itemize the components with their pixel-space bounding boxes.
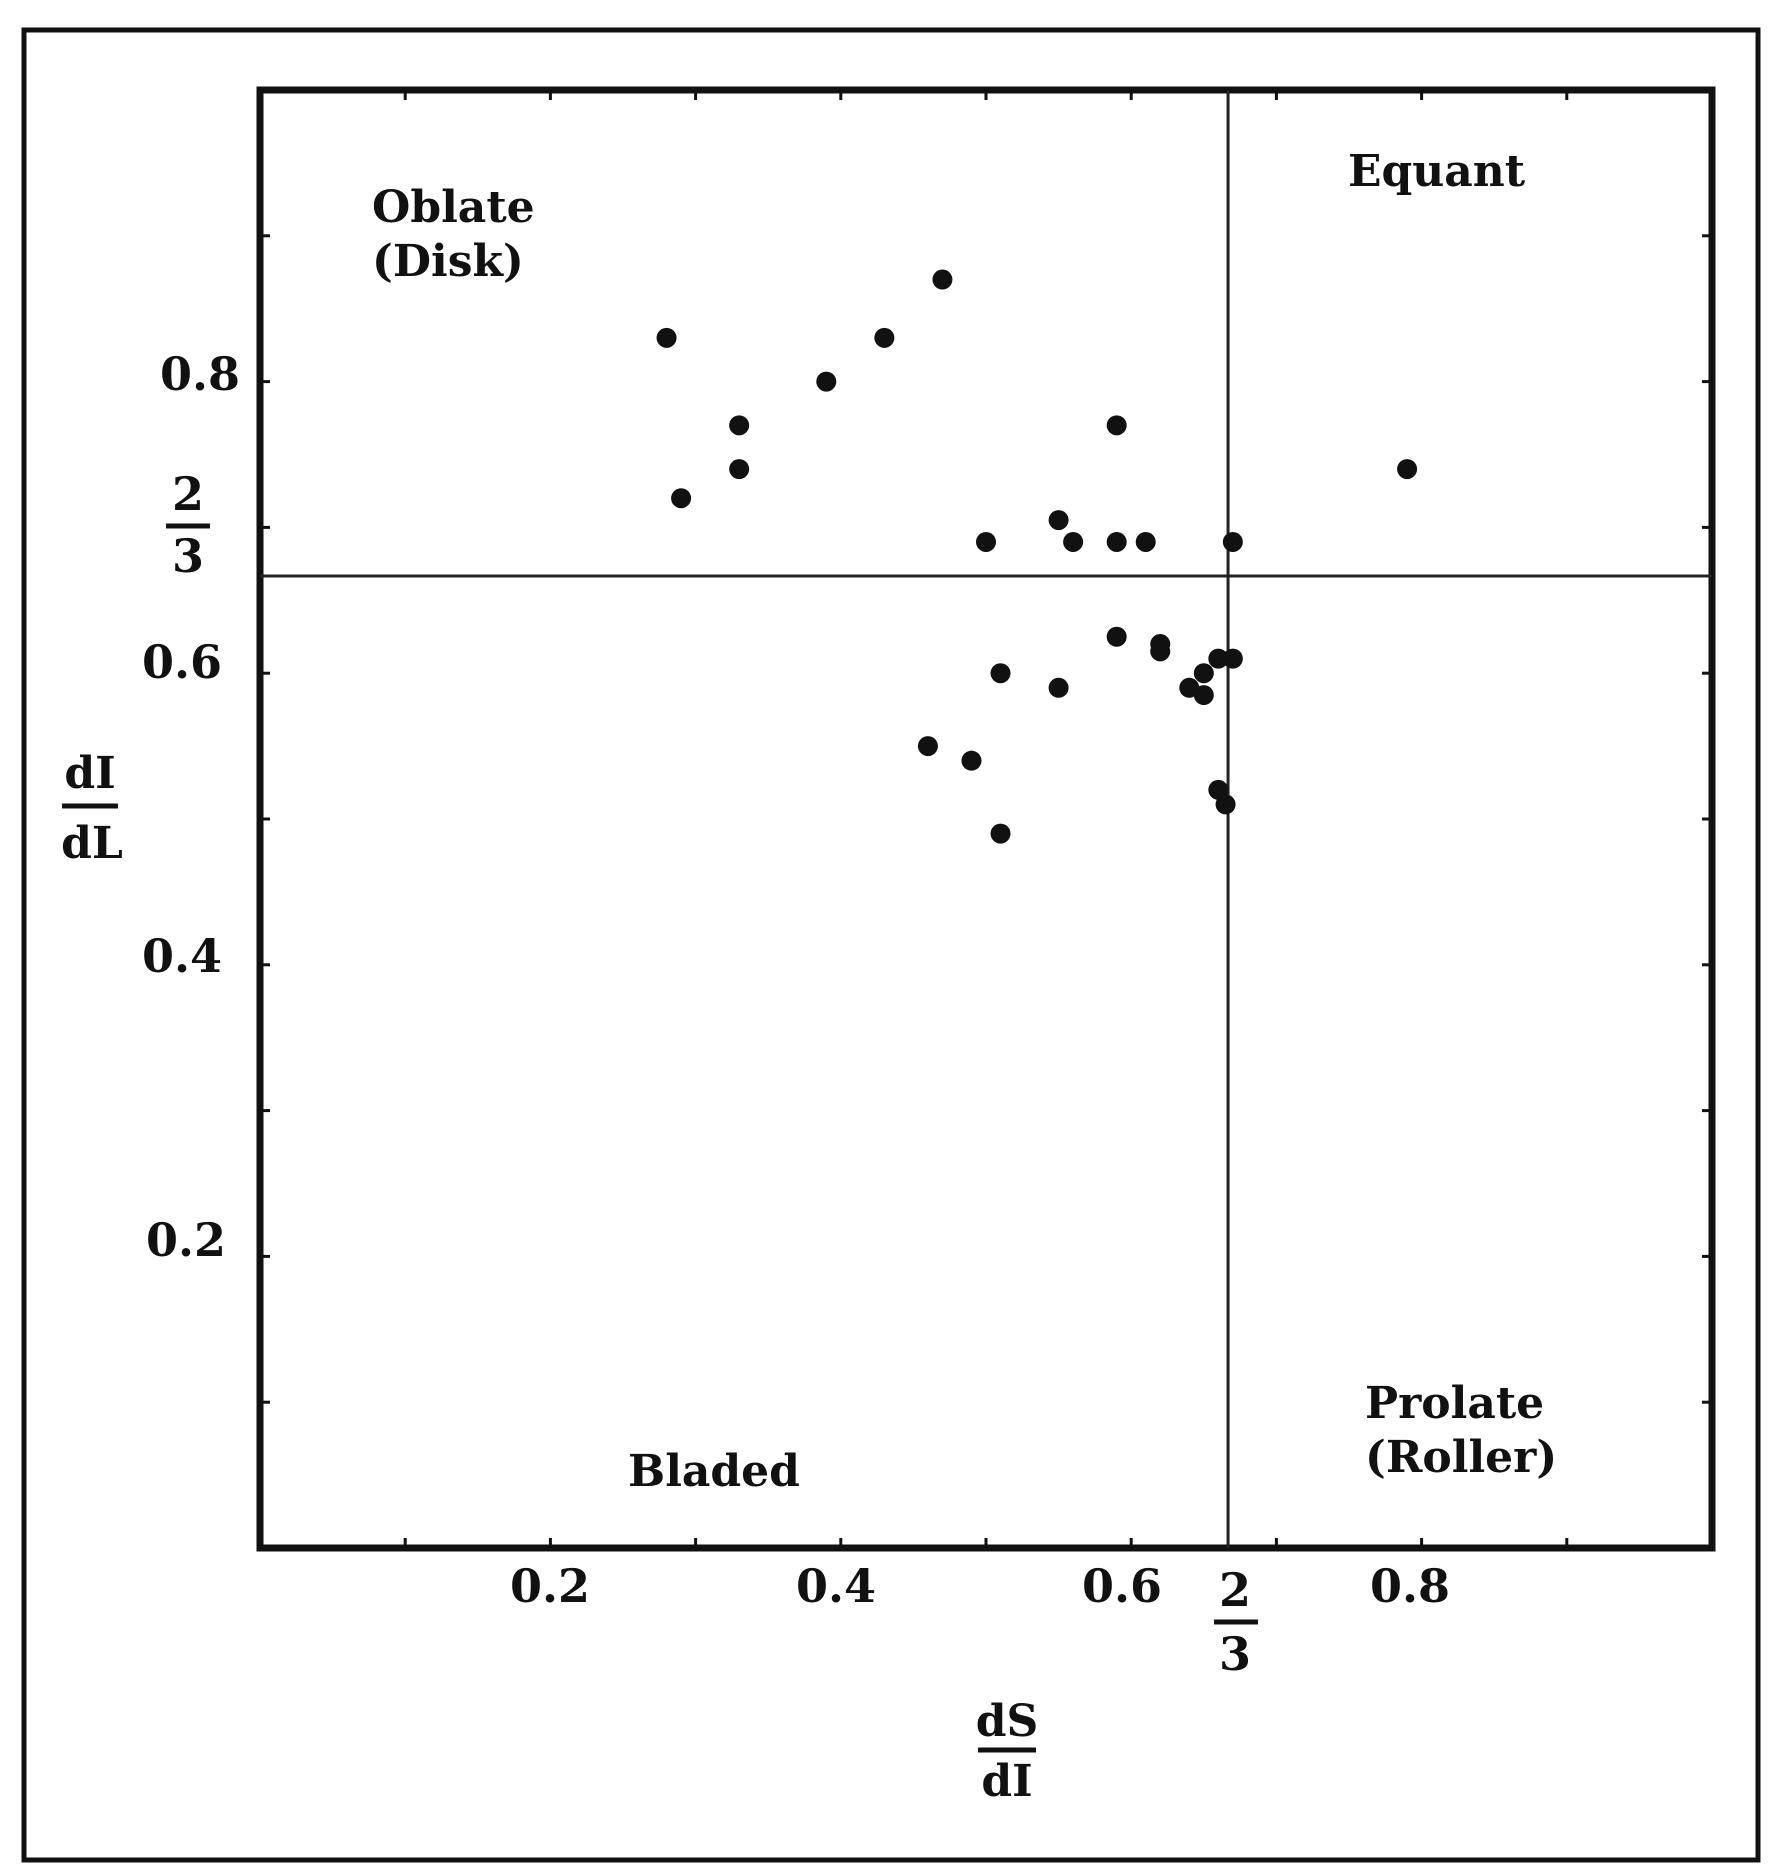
data-point-26: [961, 750, 982, 771]
data-point-12: [1106, 531, 1127, 552]
data-point-25: [917, 736, 938, 757]
x-tick-label-0-6: 0.6: [1082, 1559, 1162, 1613]
data-point-1: [932, 269, 953, 290]
x-axis-label: dS dI: [976, 1696, 1039, 1807]
x-tick-label-0-2: 0.2: [510, 1559, 590, 1613]
x-axis-label-numerator: dS: [976, 1696, 1039, 1747]
outer-frame: [21, 27, 1761, 1863]
data-point-8: [1397, 459, 1418, 480]
data-point-23: [1208, 648, 1229, 669]
data-point-9: [976, 531, 996, 552]
data-point-21: [1193, 663, 1214, 684]
data-point-15: [990, 663, 1011, 684]
data-point-27: [990, 823, 1011, 844]
region-label-oblate-line2: (Disk): [372, 236, 524, 287]
y-axis-label-numerator: dI: [64, 748, 115, 799]
data-point-6: [671, 488, 692, 509]
data-point-29: [1215, 794, 1236, 815]
data-point-10: [1048, 510, 1069, 531]
x-fraction-tick-label: 2 3: [1214, 1563, 1258, 1681]
data-point-4: [729, 415, 750, 436]
data-point-0: [656, 327, 677, 348]
y-axis-label-denominator: dL: [61, 818, 123, 869]
y-tick-label-0-2: 0.2: [146, 1213, 226, 1267]
y-tick-label-0-6: 0.6: [142, 635, 222, 689]
data-point-16: [1106, 626, 1127, 647]
y-fraction-numerator: 2: [172, 467, 204, 521]
x-fraction-denominator: 3: [1219, 1627, 1251, 1681]
data-point-2: [874, 327, 895, 348]
data-point-18: [1150, 641, 1171, 662]
region-label-prolate-line1: Prolate: [1365, 1378, 1544, 1429]
data-point-7: [1106, 415, 1127, 436]
marks-layer: [656, 269, 1418, 844]
y-fraction-denominator: 3: [172, 529, 204, 583]
data-point-3: [816, 371, 837, 392]
x-tick-label-0-8: 0.8: [1370, 1559, 1450, 1613]
y-axis-label: dI dL: [61, 748, 123, 869]
data-point-5: [729, 459, 750, 480]
y-tick-label-0-8: 0.8: [160, 347, 240, 401]
data-point-14: [1222, 531, 1243, 552]
x-axis-label-denominator: dI: [981, 1756, 1032, 1807]
data-point-19: [1048, 677, 1069, 698]
data-point-13: [1135, 531, 1156, 552]
region-label-prolate-line2: (Roller): [1365, 1432, 1557, 1483]
y-tick-label-0-4: 0.4: [142, 929, 222, 983]
x-tick-label-0-4: 0.4: [796, 1559, 876, 1613]
y-fraction-tick-label: 2 3: [166, 467, 210, 583]
data-point-24: [1222, 648, 1243, 669]
data-point-11: [1063, 531, 1084, 552]
region-label-equant: Equant: [1348, 146, 1526, 197]
data-point-22: [1193, 685, 1214, 706]
x-fraction-numerator: 2: [1219, 1563, 1251, 1617]
region-label-oblate-line1: Oblate: [372, 182, 535, 233]
axes-layer: [256, 86, 1716, 1552]
region-label-bladed: Bladed: [628, 1446, 800, 1497]
